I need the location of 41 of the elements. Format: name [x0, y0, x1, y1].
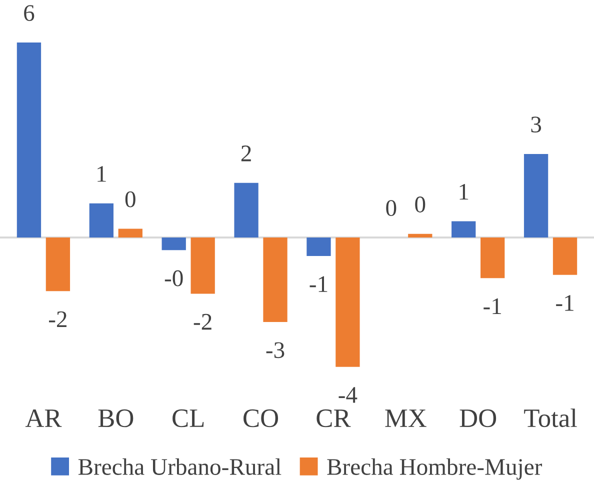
data-label: 2	[241, 146, 251, 162]
bar	[552, 238, 578, 275]
x-tick-label: AR	[25, 409, 62, 427]
x-tick-label: BO	[98, 409, 134, 428]
data-label: 6	[24, 5, 34, 21]
data-label: -1	[556, 295, 574, 311]
bar	[452, 221, 476, 238]
data-label: -2	[48, 311, 66, 327]
data-label: -3	[266, 342, 284, 358]
legend-label: Brecha Urbano-Rural	[78, 458, 282, 475]
data-label: 0	[386, 200, 396, 216]
x-tick-label: CR	[316, 409, 351, 428]
x-tick-label: DO	[460, 409, 496, 428]
data-label: 3	[531, 116, 542, 132]
data-label: -1	[484, 298, 502, 314]
bar	[190, 238, 215, 294]
bar	[118, 228, 142, 238]
bar	[89, 203, 114, 238]
bar	[46, 238, 70, 292]
data-label: 0	[415, 196, 426, 212]
x-tick-label: Total	[524, 408, 577, 428]
data-label: 0	[125, 191, 136, 208]
bar	[234, 182, 258, 238]
data-label: -2	[194, 314, 212, 330]
data-label: 1	[460, 184, 468, 200]
bar	[162, 238, 186, 250]
bar	[16, 42, 42, 238]
x-tick-label: CL	[172, 409, 204, 428]
x-tick-label: MX	[385, 410, 426, 427]
bar	[263, 238, 288, 322]
legend-label: Brecha Hombre-Mujer	[327, 458, 542, 480]
bar	[524, 154, 548, 238]
data-label: 1	[98, 166, 106, 182]
bar	[306, 238, 331, 256]
data-label: -0	[164, 270, 183, 286]
bar	[480, 238, 505, 278]
x-tick-label: CO	[244, 409, 278, 428]
bar	[408, 234, 432, 238]
data-label: -4	[338, 387, 358, 403]
bar	[336, 238, 360, 367]
data-label: -1	[310, 276, 328, 292]
